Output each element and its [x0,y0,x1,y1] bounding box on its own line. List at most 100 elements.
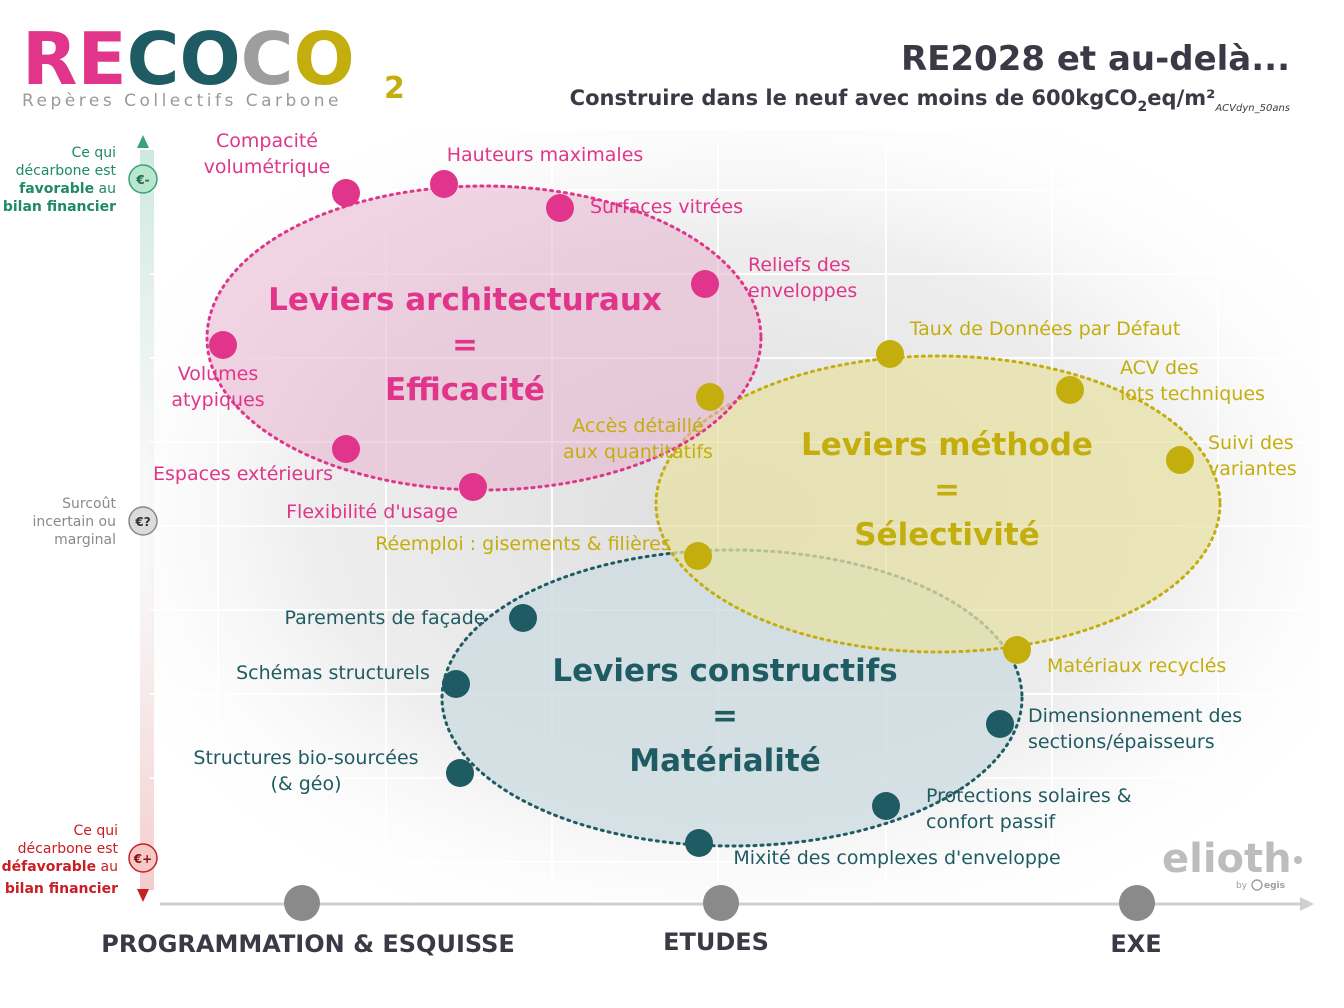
method-lever-label: Suivi des variantes [1208,432,1297,480]
architectural-lever-label: Surfaces vitrées [590,196,743,218]
constructive-lever-dot [509,604,537,632]
constructive-lever-label-line: Schémas structurels [236,662,430,684]
x-axis: PROGRAMMATION & ESQUISSE ETUDES EXE [101,885,1314,958]
brand-by: by [1236,881,1248,891]
unfavorable-badge [128,843,158,873]
subtitle-text: Construire dans le neuf avec moins de 60… [570,86,1138,110]
logo: RECOCO 2 Repères Collectifs Carbone [22,17,405,111]
method-lever-dot [696,383,724,411]
constructive-title-line2: Matérialité [629,743,821,779]
brand-name: elioth [1162,836,1292,882]
constructive-lever-label-line: sections/épaisseurs [1028,731,1215,753]
architectural-title-line2: Efficacité [385,372,545,408]
method-lever-label-line: ACV des [1120,357,1199,379]
constructive-title: Leviers constructifs = Matérialité [552,653,897,779]
favorable-line4: bilan financier [3,199,116,215]
architectural-lever-label-line: Flexibilité d'usage [286,501,458,523]
architectural-title-line1: Leviers architecturaux [268,282,662,318]
constructive-lever-dot [872,792,900,820]
method-lever-label-line: lots techniques [1120,383,1265,405]
uncertain-line1: Surcoût [62,496,116,512]
method-lever-label-line: Matériaux recyclés [1047,655,1226,677]
method-lever-label: ACV des lots techniques [1120,357,1265,405]
method-title-eq: = [934,472,960,508]
constructive-lever-label-line: Parements de façade [285,607,486,629]
architectural-lever-dot [332,179,360,207]
architectural-title: Leviers architecturaux = Efficacité [268,282,662,408]
architectural-lever-dot [459,473,487,501]
brand-dot [1294,856,1302,864]
constructive-lever-dot [986,710,1014,738]
uncertain-badge-label: €? [134,515,150,529]
unfavorable-line1: Ce qui [74,823,119,839]
uncertain-line3: marginal [54,532,116,548]
constructive-lever-label: Structures bio-sourcées (& géo) [193,747,418,795]
y-axis: €- €? €+ Ce qui décarbone est favorable … [2,135,158,902]
constructive-lever-label-line: Mixité des complexes d'enveloppe [733,847,1060,869]
constructive-lever-label: Dimensionnement des sections/épaisseurs [1028,705,1242,753]
constructive-lever-label-line: (& géo) [270,773,341,795]
constructive-lever-label: Mixité des complexes d'enveloppe [733,847,1060,869]
method-title-line1: Leviers méthode [801,427,1093,463]
subtitle-suffix: ACVdyn_50ans [1214,103,1290,114]
brand-parent: egis [1264,881,1285,891]
architectural-lever-label-line: Espaces extérieurs [153,463,333,485]
logo-tagline: Repères Collectifs Carbone [22,91,342,111]
method-lever-label-line: Taux de Données par Défaut [909,318,1181,340]
architectural-lever-dot [209,331,237,359]
logo-mark: RECOCO [22,17,355,101]
phase-label-programmation: PROGRAMMATION & ESQUISSE [101,930,515,958]
constructive-lever-dot [446,759,474,787]
favorable-line2: décarbone est [16,163,117,179]
uncertain-badge [128,506,158,536]
architectural-lever-label-line: Hauteurs maximales [447,144,644,166]
phase-marker-exe [1119,885,1155,921]
page-title: RE2028 et au-delà... [901,39,1290,79]
phase-marker-etudes [703,885,739,921]
favorable-badge-label: €- [135,173,149,187]
uncertain-line2: incertain ou [32,514,116,530]
method-ellipse [654,354,1222,654]
architectural-lever-label: Espaces extérieurs [153,463,333,485]
method-title: Leviers méthode = Sélectivité [801,427,1093,553]
architectural-lever-label-line: Volumes [178,363,259,385]
constructive-lever-label-line: confort passif [926,811,1057,833]
method-lever-dot [1166,446,1194,474]
method-lever-dot [876,340,904,368]
method-lever-label-line: aux quantitatifs [563,441,713,463]
method-lever-label: Matériaux recyclés [1047,655,1226,677]
architectural-lever-label-line: Surfaces vitrées [590,196,743,218]
method-lever-label: Accès détaillé aux quantitatifs [563,415,713,463]
architectural-lever-dot [332,435,360,463]
favorable-line1: Ce qui [72,145,117,161]
group-method [654,354,1222,654]
constructive-lever-dot [685,829,713,857]
method-lever-label-line: variantes [1208,458,1297,480]
method-lever-dot [684,542,712,570]
architectural-lever-label: Volumes atypiques [171,363,264,411]
method-lever-label: Taux de Données par Défaut [909,318,1181,340]
unfavorable-au: au [96,859,118,875]
lever-items: Compacité volumétrique Hauteurs maximales S… [153,130,1297,869]
architectural-lever-label: Reliefs des enveloppes [748,254,857,302]
page-subtitle: Construire dans le neuf avec moins de 60… [570,86,1290,115]
favorable-au: au [94,181,116,197]
architectural-lever-dot [691,270,719,298]
subtitle-unit: eq/m² [1147,86,1215,110]
constructive-lever-label-line: Dimensionnement des [1028,705,1242,727]
unfavorable-badge-label: €+ [133,852,152,866]
architectural-lever-label: Compacité volumétrique [204,130,331,178]
method-lever-dot [1003,636,1031,664]
brand-logo: elioth by egis [1162,836,1302,891]
architectural-lever-label-line: volumétrique [204,156,331,178]
architectural-lever-dot [430,170,458,198]
architectural-lever-label: Flexibilité d'usage [286,501,458,523]
architectural-title-eq: = [452,327,478,363]
phase-marker-programmation [284,885,320,921]
favorable-line3: favorable au [19,181,116,197]
phase-label-exe: EXE [1110,930,1161,958]
favorable-bold: favorable [19,181,94,197]
subtitle-subscript: 2 [1138,99,1148,115]
unfavorable-line3: défavorable au [2,859,118,875]
